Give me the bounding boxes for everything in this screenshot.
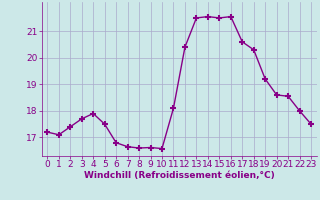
X-axis label: Windchill (Refroidissement éolien,°C): Windchill (Refroidissement éolien,°C) (84, 171, 275, 180)
